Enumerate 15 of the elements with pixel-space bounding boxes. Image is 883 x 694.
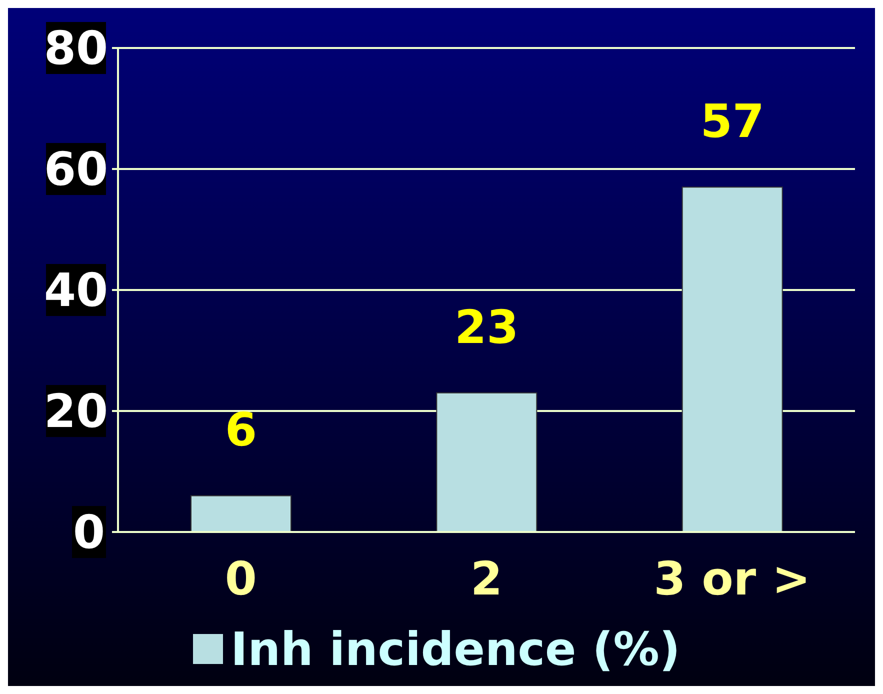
y-tick-label: 80 bbox=[44, 21, 108, 75]
y-tick-label: 40 bbox=[44, 263, 108, 317]
bar bbox=[682, 186, 783, 532]
series-label: Inh incidence (%) bbox=[230, 622, 680, 676]
x-tick-label: 0 bbox=[224, 552, 257, 606]
y-tick-label: 0 bbox=[72, 505, 106, 559]
y-tick-label: 20 bbox=[44, 384, 108, 438]
data-label: 6 bbox=[224, 402, 258, 457]
y-tick-label: 60 bbox=[44, 142, 108, 196]
x-tick-label: 2 bbox=[470, 552, 503, 606]
x-tick-label: 3 or > bbox=[654, 552, 811, 606]
data-label: 57 bbox=[700, 94, 764, 148]
bar bbox=[436, 392, 538, 532]
data-label: 23 bbox=[454, 300, 519, 354]
bar bbox=[190, 495, 292, 532]
